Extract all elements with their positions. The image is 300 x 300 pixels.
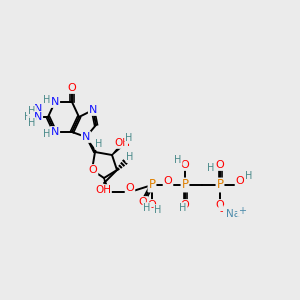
Text: P: P	[182, 178, 188, 191]
Text: Na: Na	[226, 209, 240, 219]
Text: H: H	[126, 152, 134, 162]
Text: H: H	[154, 205, 162, 215]
Text: H: H	[28, 118, 36, 128]
Text: O: O	[216, 200, 224, 210]
Polygon shape	[104, 178, 109, 192]
Text: O: O	[236, 176, 244, 186]
Text: N: N	[34, 112, 42, 122]
Text: O: O	[181, 200, 189, 210]
Text: P: P	[217, 178, 224, 191]
Text: P: P	[148, 178, 155, 191]
Text: O: O	[216, 160, 224, 170]
Polygon shape	[112, 146, 121, 155]
Text: H: H	[43, 95, 51, 105]
Text: H: H	[245, 171, 253, 181]
Text: H: H	[28, 106, 36, 116]
Text: H: H	[24, 112, 32, 122]
Text: N: N	[51, 97, 59, 107]
Text: -: -	[219, 206, 223, 216]
Text: +: +	[238, 206, 246, 216]
Text: H: H	[174, 155, 182, 165]
Text: N: N	[51, 127, 59, 137]
Text: O: O	[148, 200, 156, 210]
Text: H: H	[28, 112, 36, 122]
Text: O: O	[164, 176, 172, 186]
Text: O: O	[88, 165, 98, 175]
Text: O: O	[126, 183, 134, 193]
Text: O: O	[181, 160, 189, 170]
Text: H: H	[125, 133, 133, 143]
Text: H: H	[95, 139, 103, 149]
Polygon shape	[86, 137, 96, 153]
Text: OH: OH	[95, 185, 111, 195]
Text: H: H	[143, 203, 151, 213]
Text: H: H	[179, 203, 187, 213]
Text: O: O	[68, 83, 76, 93]
Text: OH: OH	[114, 138, 130, 148]
Text: O: O	[139, 197, 147, 207]
Text: H: H	[43, 129, 51, 139]
Text: N: N	[82, 132, 90, 142]
Text: H: H	[207, 163, 215, 173]
Text: N: N	[34, 104, 42, 114]
Text: N: N	[89, 105, 97, 115]
